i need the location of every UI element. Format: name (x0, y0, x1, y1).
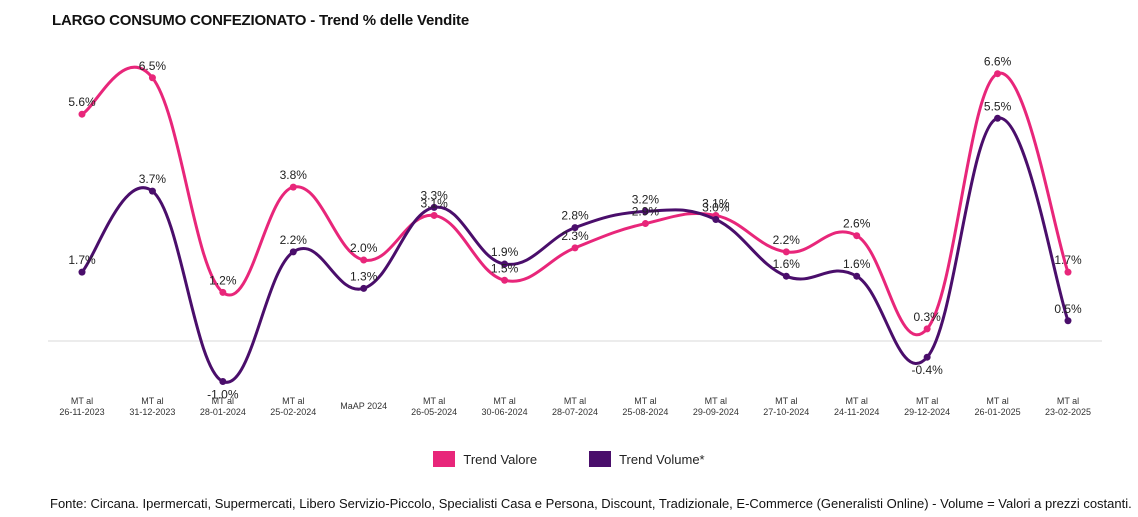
data-label-trend-volume: 3.0% (702, 201, 730, 215)
legend-swatch-trend-volume (589, 451, 612, 467)
data-point-trend-volume (501, 260, 509, 268)
data-point-trend-valore (148, 74, 156, 82)
x-tick-label: MT al 25-08-2024 (622, 396, 668, 417)
data-point-trend-valore (853, 232, 861, 240)
x-tick-label: MT al 31-12-2023 (129, 396, 175, 417)
data-point-trend-valore (501, 276, 509, 284)
x-tick-label: MT al 26-11-2023 (59, 396, 104, 417)
data-label-trend-valore: 2.9% (632, 205, 660, 219)
data-label-trend-volume: 0.5% (1054, 302, 1082, 316)
data-point-trend-volume (360, 284, 368, 292)
data-point-trend-volume (289, 248, 297, 256)
chart-title: LARGO CONSUMO CONFEZIONATO - Trend % del… (52, 12, 469, 29)
data-point-trend-volume (782, 272, 790, 280)
data-label-trend-valore: 6.5% (139, 59, 167, 73)
data-label-trend-volume: 3.2% (632, 192, 660, 206)
data-label-trend-volume: 1.3% (350, 269, 378, 283)
data-label-trend-valore: 5.6% (68, 95, 96, 109)
data-point-trend-volume (712, 216, 720, 223)
data-point-trend-volume (994, 114, 1002, 122)
data-label-trend-volume: 1.6% (843, 257, 871, 271)
data-point-trend-volume (148, 187, 156, 195)
data-label-trend-volume: -1.0% (207, 388, 239, 402)
data-point-trend-volume (430, 203, 438, 211)
data-label-trend-valore: 2.2% (773, 233, 801, 247)
legend-label-trend-volume: Trend Volume* (619, 451, 705, 467)
data-label-trend-valore: 2.0% (350, 241, 378, 255)
data-point-trend-valore (360, 256, 368, 264)
x-tick-label: MT al 30-06-2024 (482, 396, 528, 417)
data-point-trend-volume (78, 268, 86, 276)
data-label-trend-volume: 2.8% (561, 209, 589, 223)
data-label-trend-volume: 2.2% (280, 233, 308, 247)
data-label-trend-volume: 1.9% (491, 245, 519, 259)
data-point-trend-volume (923, 353, 931, 361)
data-label-trend-valore: 2.3% (561, 229, 589, 243)
data-point-trend-volume (571, 224, 579, 232)
data-label-trend-valore: 1.2% (209, 273, 237, 287)
data-point-trend-valore (430, 211, 438, 219)
x-tick-label: MaAP 2024 (340, 401, 387, 411)
source-note: Fonte: Circana. Ipermercati, Supermercat… (50, 496, 1132, 511)
data-label-trend-volume: 1.7% (68, 253, 96, 267)
data-label-trend-volume: -0.4% (911, 363, 943, 377)
data-label-trend-valore: 3.8% (280, 168, 308, 182)
data-point-trend-valore (219, 288, 227, 296)
data-label-trend-volume: 1.6% (773, 257, 801, 271)
x-tick-label: MT al 28-01-2024 (200, 396, 246, 417)
data-label-trend-valore: 2.6% (843, 217, 871, 231)
x-tick-label: MT al 25-02-2024 (270, 396, 316, 417)
legend-label-trend-valore: Trend Valore (463, 451, 538, 467)
legend-item-trend-valore: Trend Valore (433, 451, 537, 467)
data-point-trend-valore (571, 244, 579, 252)
data-point-trend-valore (994, 70, 1002, 78)
data-point-trend-valore (289, 183, 297, 191)
data-point-trend-valore (782, 248, 790, 256)
legend-swatch-trend-valore (433, 451, 456, 467)
x-tick-label: MT al 24-11-2024 (834, 396, 879, 417)
data-label-trend-valore: 1.5% (491, 261, 519, 275)
data-label-trend-volume: 3.7% (139, 172, 167, 186)
data-label-trend-volume: 5.5% (984, 99, 1012, 113)
x-tick-label: MT al 29-09-2024 (693, 396, 739, 417)
series-line-trend-valore (81, 65, 1070, 337)
data-label-trend-valore: 3.1% (702, 196, 730, 210)
legend-item-trend-volume: Trend Volume* (589, 451, 705, 467)
x-tick-label: MT al 29-12-2024 (904, 396, 950, 417)
data-point-trend-valore (641, 220, 649, 228)
x-tick-label: MT al 27-10-2024 (763, 396, 809, 417)
data-label-trend-volume: 3.3% (420, 188, 448, 202)
data-label-trend-valore: 1.7% (1054, 253, 1082, 267)
data-point-trend-volume (641, 207, 649, 215)
x-tick-label: MT al 26-01-2025 (975, 396, 1021, 417)
data-point-trend-valore (923, 325, 931, 333)
data-point-trend-volume (1064, 317, 1072, 325)
data-point-trend-volume (853, 272, 861, 280)
data-point-trend-valore (78, 110, 86, 118)
data-point-trend-volume (219, 378, 227, 385)
line-chart: 5.6% 6.5% 1.2% 3.8% 2.0% 3.1% 1.5% 2.3% 2.9% 3.1%… (48, 55, 1102, 417)
x-tick-label: MT al 26-05-2024 (411, 396, 457, 417)
x-tick-label: MT al 28-07-2024 (552, 396, 598, 417)
data-point-trend-valore (1064, 268, 1072, 276)
data-label-trend-valore: 3.1% (420, 196, 448, 210)
data-label-trend-valore: 6.6% (984, 55, 1012, 69)
data-label-trend-valore: 0.3% (913, 310, 941, 324)
chart-legend: Trend Valore Trend Volume* (0, 451, 1138, 467)
x-tick-label: MT al 23-02-2025 (1045, 396, 1091, 417)
